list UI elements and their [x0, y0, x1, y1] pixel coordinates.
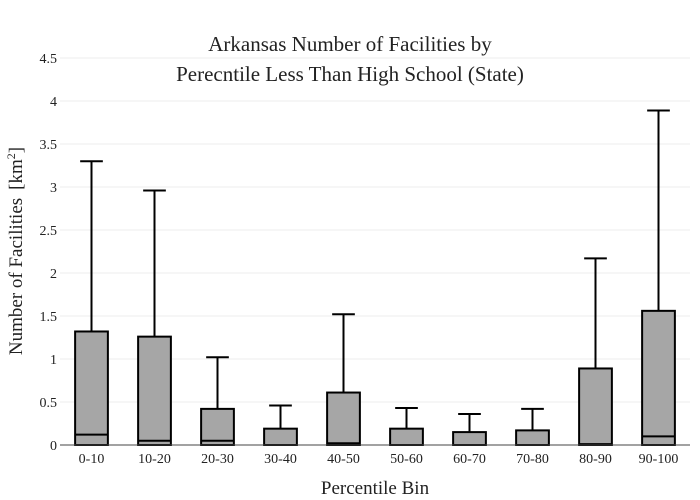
box-60-70	[452, 413, 487, 447]
x-tick-label: 60-70	[453, 452, 486, 467]
y-tick-label: 3.5	[40, 138, 58, 153]
y-axis-unit-superscript: 2	[4, 153, 18, 159]
x-tick-label: 10-20	[138, 452, 171, 467]
y-axis-title-text: Number of Facilities	[6, 198, 27, 355]
box-body	[263, 427, 298, 447]
y-axis-unit-close: ]	[6, 147, 27, 153]
y-tick-label: 2	[50, 267, 57, 282]
x-tick-label: 40-50	[327, 452, 360, 467]
box-body	[200, 407, 235, 447]
y-axis-ticks: 0 0.5 1 1.5 2 2.5 3 3.5 4 4.5	[40, 52, 58, 454]
x-tick-label: 0-10	[79, 452, 105, 467]
y-axis-unit: [km	[6, 159, 27, 190]
x-tick-label: 50-60	[390, 452, 423, 467]
x-axis-title: Percentile Bin	[321, 478, 430, 499]
chart-title-line-2: Perecntile Less Than High School (State)	[176, 62, 524, 86]
y-tick-label: 3	[50, 181, 57, 196]
box-body	[452, 431, 487, 447]
box-90-100	[641, 109, 676, 446]
y-tick-label: 1.5	[40, 310, 58, 325]
y-tick-label: 0.5	[40, 396, 58, 411]
box-30-40	[263, 404, 298, 447]
box-body	[641, 309, 676, 446]
x-tick-label: 90-100	[639, 452, 679, 467]
x-tick-label: 20-30	[201, 452, 234, 467]
chart-title-line-1: Arkansas Number of Facilities by	[208, 32, 492, 56]
box-10-20	[137, 189, 172, 447]
box-40-50	[326, 313, 361, 447]
x-tick-label: 80-90	[579, 452, 612, 467]
y-tick-label: 2.5	[40, 224, 58, 239]
box-body	[74, 330, 109, 447]
box-70-80	[515, 407, 550, 447]
box-body	[326, 391, 361, 447]
y-tick-label: 1	[50, 353, 57, 368]
boxes	[74, 109, 676, 447]
box-body	[137, 335, 172, 447]
y-tick-label: 4.5	[40, 52, 58, 67]
x-axis-ticks: 0-10 10-20 20-30 30-40 40-50 50-60 60-70 70-80 8…	[79, 452, 679, 467]
y-tick-label: 0	[50, 439, 57, 454]
y-tick-label: 4	[50, 95, 57, 110]
box-body	[578, 367, 613, 446]
box-20-30	[200, 356, 235, 447]
x-tick-label: 30-40	[264, 452, 297, 467]
box-0-10	[74, 160, 109, 447]
x-tick-label: 70-80	[516, 452, 549, 467]
box-80-90	[578, 257, 613, 446]
box-body	[389, 427, 424, 447]
box-50-60	[389, 407, 424, 447]
box-body	[515, 429, 550, 447]
y-axis-title: Number of Facilities [km2]	[4, 147, 27, 355]
